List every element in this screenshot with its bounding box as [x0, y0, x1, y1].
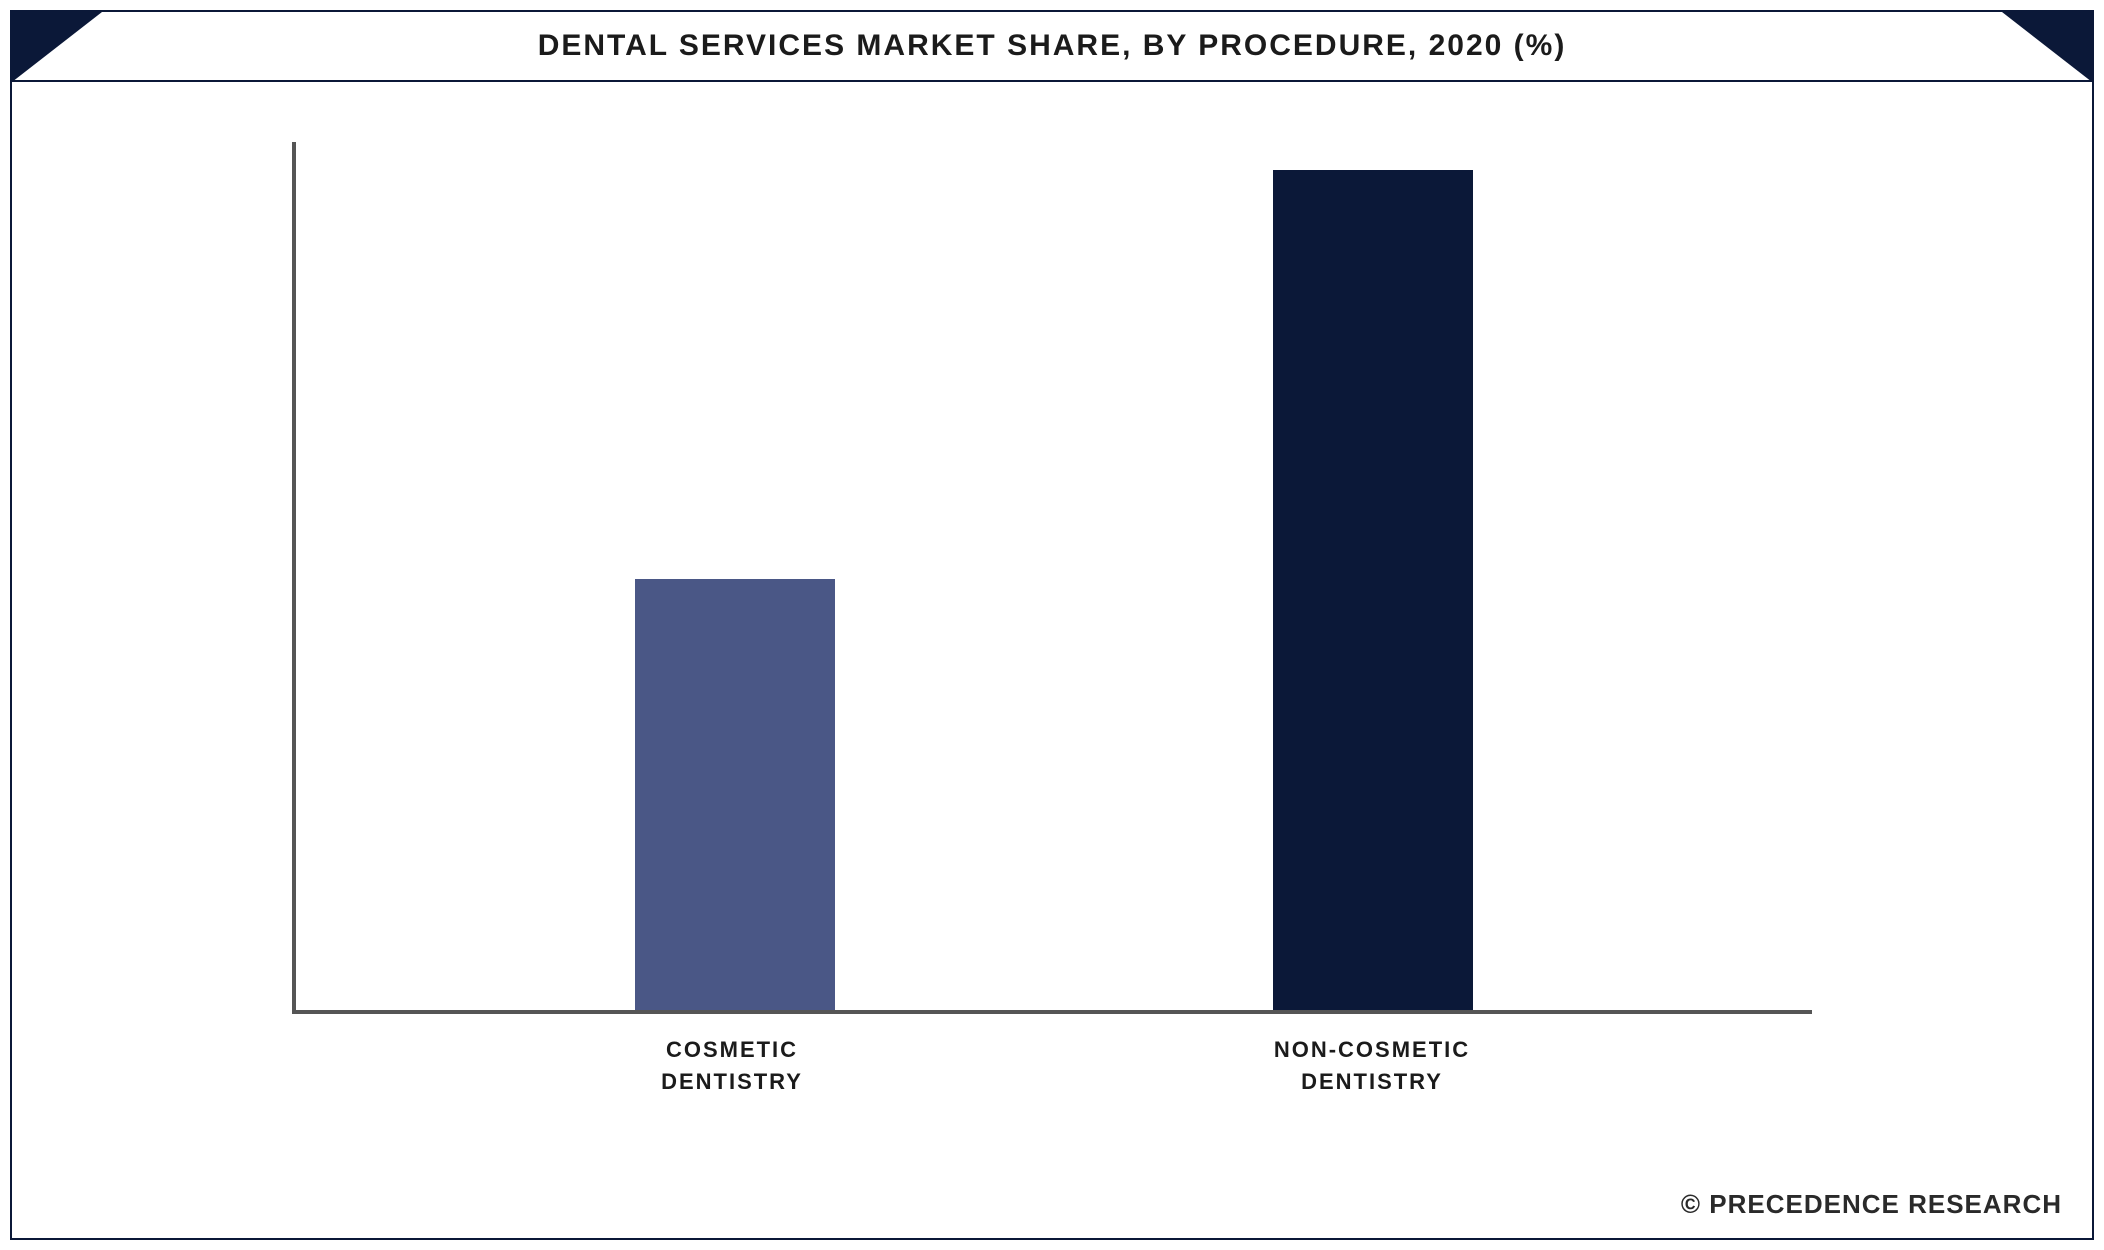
- bar: [635, 579, 835, 1011]
- bar-wrap: [635, 579, 835, 1011]
- corner-triangle-right: [2002, 12, 2092, 82]
- plot-area: [292, 142, 1812, 1014]
- bar-wrap: [1273, 170, 1473, 1010]
- chart-frame: Dental Services Market Share, By Procedu…: [10, 10, 2094, 1240]
- title-bar: Dental Services Market Share, By Procedu…: [12, 12, 2092, 82]
- category-label: Cosmetic Dentistry: [602, 1034, 862, 1098]
- category-label: Non-Cosmetic Dentistry: [1242, 1034, 1502, 1098]
- corner-triangle-left: [12, 12, 102, 82]
- category-labels-row: Cosmetic Dentistry Non-Cosmetic Dentistry: [292, 1014, 1812, 1098]
- footer-credit: © Precedence Research: [1681, 1189, 2062, 1220]
- bar: [1273, 170, 1473, 1010]
- chart-zone: Cosmetic Dentistry Non-Cosmetic Dentistry…: [12, 82, 2092, 1238]
- chart-title: Dental Services Market Share, By Procedu…: [538, 29, 1567, 63]
